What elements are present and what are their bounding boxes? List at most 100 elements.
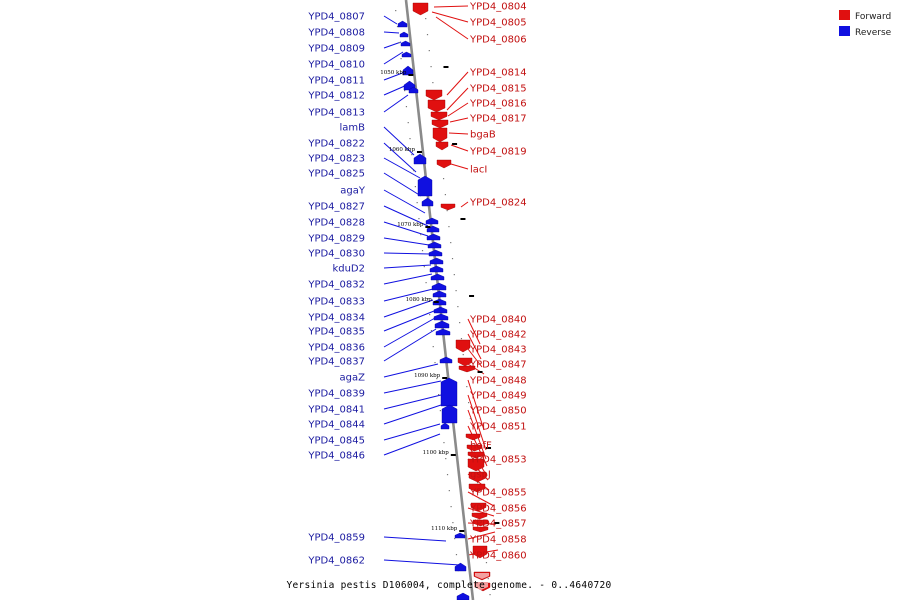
reverse-gene-label: YPD4_0807: [307, 12, 365, 23]
forward-gene-arrow: [432, 127, 448, 143]
minor-tick: [455, 290, 457, 292]
forward-gene-arrow: [468, 471, 487, 483]
connector-line: [383, 273, 433, 285]
minor-tick: [436, 378, 438, 380]
kbp-tick-label: 1060 kbp: [389, 147, 416, 153]
forward-gene-label: YPD4_0806: [469, 35, 527, 46]
reverse-gene-label: YPD4_0827: [307, 202, 365, 213]
connector-line: [383, 363, 439, 378]
minor-tick: [412, 170, 415, 172]
reverse-gene-arrow: [434, 320, 450, 329]
minor-tick: [446, 210, 448, 212]
forward-gene-label: YPD4_0840: [469, 315, 527, 326]
minor-tick: [395, 10, 397, 12]
reverse-gene-label: YPD4_0823: [307, 154, 365, 165]
reverse-gene-arrow: [435, 328, 451, 336]
kbp-tick-label: 1100 kbp: [423, 450, 450, 456]
minor-tick: [407, 122, 409, 124]
forward-gene-arrow: [472, 526, 489, 533]
kbp-tick-label: 1070 kbp: [397, 222, 424, 228]
connector-line: [383, 172, 422, 197]
kbp-ticks: 1050 kbp 1060 kbp 1070 kbp 1080 kbp 1090 kbp…: [380, 66, 500, 532]
connector-lines: [383, 5, 499, 566]
reverse-gene-label: kduD2: [332, 264, 365, 275]
legend-forward-label: Forward: [855, 12, 891, 22]
connector-line: [383, 237, 430, 246]
forward-gene-arrow: [455, 339, 471, 353]
reverse-gene-arrow: [408, 86, 419, 94]
kbp-tick-label: 1110 kbp: [431, 526, 458, 532]
connector-line: [383, 317, 436, 348]
connector-line: [383, 433, 441, 456]
minor-tick: [454, 538, 456, 540]
reverse-gene-arrow: [456, 592, 470, 600]
gene-features: [397, 2, 491, 600]
connector-line: [460, 201, 469, 208]
minor-tick: [459, 586, 461, 588]
minor-tick: [439, 410, 441, 412]
minor-tick: [423, 266, 425, 268]
minor-tick: [442, 178, 445, 180]
forward-gene-arrow: [435, 141, 449, 151]
minor-tick: [489, 594, 491, 596]
reverse-gene-label: YPD4_0836: [307, 343, 365, 354]
connector-line: [383, 41, 402, 49]
minor-tick: [469, 418, 471, 420]
connector-line: [435, 16, 469, 40]
reverse-gene-label: YPD4_0845: [307, 436, 365, 447]
reverse-gene-arrow: [440, 422, 450, 430]
connector-line: [467, 531, 496, 540]
forward-gene-label: YPD4_0856: [469, 504, 527, 515]
minor-tick: [432, 346, 434, 348]
minor-tick: [430, 330, 433, 332]
minor-tick: [466, 386, 468, 388]
minor-tick: [462, 354, 464, 356]
minor-tick: [418, 218, 420, 220]
minor-tick: [443, 442, 445, 444]
forward-gene-arrow: [440, 203, 456, 211]
minor-tick: [421, 250, 424, 252]
reverse-gene-label: YPD4_0834: [307, 313, 365, 324]
forward-gene-label: YPD4_0858: [469, 535, 527, 546]
minor-tick: [452, 522, 454, 524]
forward-gene-label: YPD4_0857: [469, 519, 527, 530]
forward-gene-label: YPD4_0817: [469, 114, 527, 125]
forward-gene-label: YPD4_0805: [469, 18, 527, 29]
genome-caption: Yersinia pestis D106004, complete genome…: [286, 580, 611, 591]
forward-gene-arrow: [468, 483, 486, 493]
forward-gene-label: YPD4_0855: [469, 488, 527, 499]
connector-line: [383, 94, 409, 113]
connector-line: [446, 87, 469, 111]
minor-tick: [420, 234, 422, 236]
minor-tick: [485, 562, 488, 564]
minor-tick: [459, 322, 461, 324]
minor-tick: [450, 506, 452, 508]
reverse-gene-arrow: [429, 257, 444, 265]
minor-tick: [448, 226, 450, 228]
reverse-gene-label: YPD4_0835: [307, 327, 365, 338]
forward-gene-label: gspJ: [470, 470, 491, 481]
reverse-gene-label: YPD4_0830: [307, 249, 365, 260]
connector-line: [383, 126, 415, 156]
connector-line: [446, 71, 469, 96]
reverse-gene-label: YPD4_0810: [307, 60, 365, 71]
connector-line: [448, 132, 469, 135]
minor-tick: [430, 66, 432, 68]
connector-line: [383, 189, 426, 214]
reverse-gene-label: YPD4_0841: [307, 405, 365, 416]
reverse-gene-arrow: [433, 306, 448, 314]
reverse-gene-arrow: [433, 313, 449, 321]
reverse-gene-label: agaZ: [340, 373, 366, 384]
forward-gene-arrow: [474, 582, 488, 590]
minor-tick: [398, 42, 400, 44]
minor-tick: [428, 50, 430, 52]
forward-gene-arrow: [458, 365, 476, 373]
reverse-gene-label: YPD4_0811: [307, 76, 365, 87]
forward-gene-arrow: [466, 444, 483, 452]
connector-line: [383, 310, 435, 332]
minor-tick: [453, 274, 455, 276]
forward-gene-label: YPD4_0851: [469, 422, 527, 433]
reverse-gene-label: YPD4_0862: [307, 556, 365, 567]
forward-gene-label: YPD4_0850: [469, 406, 527, 417]
minor-tick: [404, 90, 406, 92]
